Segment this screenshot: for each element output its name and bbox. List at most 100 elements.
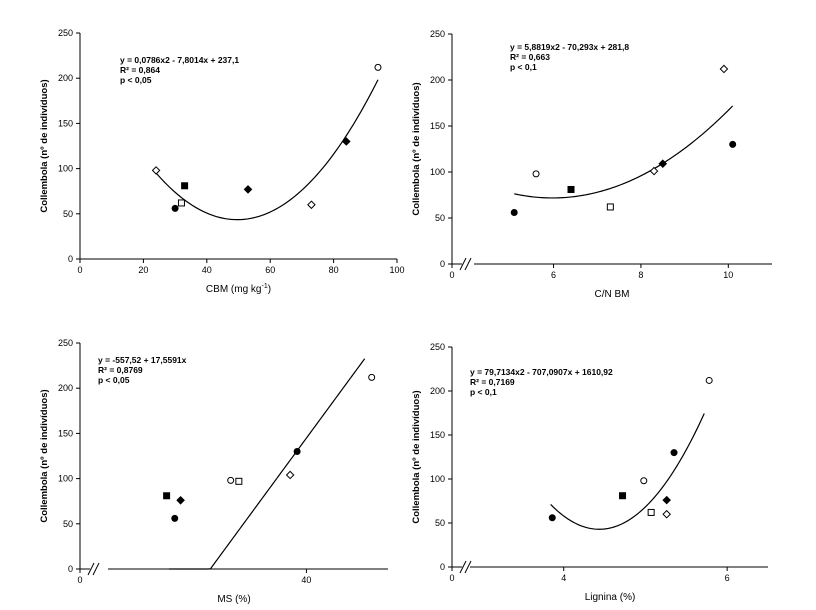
x-axis-label: Lignina (%) <box>585 592 636 603</box>
data-point <box>548 514 556 522</box>
y-tick-label: 200 <box>430 386 445 396</box>
axis-break-mark <box>92 562 100 576</box>
data-point <box>606 203 614 211</box>
regression-curve <box>168 358 366 570</box>
y-tick-label: 150 <box>58 428 73 438</box>
y-tick-label: 100 <box>58 164 73 174</box>
x-tick-label: 10 <box>723 270 733 280</box>
regression-curve <box>550 413 705 530</box>
y-tick-label: 100 <box>430 167 445 177</box>
x-axis-label: CBM (mg kg-1) <box>206 283 271 295</box>
data-point <box>171 514 179 522</box>
y-tick-label: 0 <box>68 254 73 264</box>
x-tick-label: 0 <box>449 573 454 583</box>
data-point <box>729 140 737 148</box>
data-point <box>227 476 235 484</box>
x-tick-label: 20 <box>138 265 148 275</box>
x-tick-label: 8 <box>638 270 643 280</box>
regression-annotation: R² = 0,864 <box>120 65 160 75</box>
regression-annotation: R² = 0,7169 <box>470 377 515 387</box>
data-point <box>719 64 729 74</box>
x-tick-label: 0 <box>449 270 454 280</box>
data-point <box>670 449 678 457</box>
data-point <box>658 159 668 169</box>
regression-annotation: y = -557,52 + 17,5591x <box>98 355 187 365</box>
x-axis-label: C/N BM <box>595 289 630 300</box>
data-point <box>368 373 376 381</box>
x-tick-label: 0 <box>77 575 82 585</box>
data-point <box>243 185 253 194</box>
y-axis-label: Collembola (nº de indivíduos) <box>411 390 422 523</box>
regression-annotation: p < 0,1 <box>470 387 497 397</box>
data-point <box>640 477 648 485</box>
regression-curve <box>514 105 734 199</box>
data-point <box>171 204 179 212</box>
y-axis-label: Collembola (nº de indivíduos) <box>39 389 50 522</box>
y-tick-label: 250 <box>430 342 445 352</box>
chart-panel-top-left: 0 50 100 150 200 250 0 20 40 60 80 100 Collembola (n… <box>39 28 405 295</box>
y-tick-label: 100 <box>58 474 73 484</box>
x-axis-label-end: ) <box>268 284 271 295</box>
chart-panel-top-right: 0 50 100 150 200 250 0 6 8 10 Collembola (nº de in… <box>411 29 772 300</box>
y-tick-label: 50 <box>435 518 445 528</box>
data-point <box>151 166 161 175</box>
data-point <box>235 477 243 485</box>
data-point <box>374 63 382 71</box>
data-point <box>532 170 540 178</box>
x-tick-label: 40 <box>202 265 212 275</box>
x-axis-label-superscript: -1 <box>261 283 267 290</box>
y-tick-label: 150 <box>58 118 73 128</box>
y-tick-label: 200 <box>58 73 73 83</box>
y-axis-label: Collembola (nº de indivíduos) <box>411 82 422 215</box>
y-tick-label: 50 <box>435 213 445 223</box>
data-point <box>177 199 185 207</box>
data-point <box>662 495 671 505</box>
regression-annotation: p < 0,05 <box>98 375 130 385</box>
y-tick-label: 0 <box>440 562 445 572</box>
y-tick-label: 200 <box>430 75 445 85</box>
data-point <box>705 376 713 384</box>
y-tick-label: 150 <box>430 121 445 131</box>
axis-break-mark <box>87 562 95 576</box>
data-point <box>341 137 351 146</box>
x-tick-label: 80 <box>329 265 339 275</box>
y-tick-label: 0 <box>68 564 73 574</box>
y-tick-label: 200 <box>58 383 73 393</box>
regression-annotation: y = 5,8819x2 - 70,293x + 281,8 <box>510 42 629 52</box>
y-tick-label: 250 <box>430 29 445 39</box>
y-tick-label: 150 <box>430 430 445 440</box>
x-tick-label: 0 <box>77 265 82 275</box>
x-tick-label: 6 <box>725 573 730 583</box>
chart-panel-bottom-left: 0 50 100 150 200 250 0 40 Collembola (nº de indi… <box>39 338 388 605</box>
axis-break-mark <box>459 560 467 574</box>
y-tick-label: 50 <box>63 519 73 529</box>
y-tick-label: 50 <box>63 209 73 219</box>
data-point <box>649 166 659 176</box>
y-tick-label: 250 <box>58 28 73 38</box>
data-point <box>181 182 189 190</box>
x-tick-label: 60 <box>265 265 275 275</box>
data-point <box>662 509 671 519</box>
regression-annotation: p < 0,05 <box>120 75 152 85</box>
regression-annotation: y = 0,0786x2 - 7,8014x + 237,1 <box>120 55 239 65</box>
regression-annotation: y = 79,7134x2 - 707,0907x + 1610,92 <box>470 367 613 377</box>
x-tick-label: 40 <box>301 575 311 585</box>
y-axis-label: Collembola (nº de indivíduos) <box>39 79 50 212</box>
axis-break-mark <box>464 560 472 574</box>
x-tick-label: 6 <box>551 270 556 280</box>
x-tick-label: 100 <box>389 265 404 275</box>
data-point <box>163 492 171 500</box>
data-point <box>567 185 575 193</box>
data-point <box>510 208 518 216</box>
x-axis-label: MS (%) <box>217 594 250 605</box>
x-tick-label: 4 <box>561 573 566 583</box>
axis-break-mark <box>464 257 472 271</box>
data-point <box>293 447 301 455</box>
axis-break-mark <box>459 257 467 271</box>
data-point <box>285 470 295 480</box>
regression-curve <box>155 79 379 221</box>
y-tick-label: 100 <box>430 474 445 484</box>
data-point <box>176 495 185 505</box>
data-point <box>647 508 655 516</box>
